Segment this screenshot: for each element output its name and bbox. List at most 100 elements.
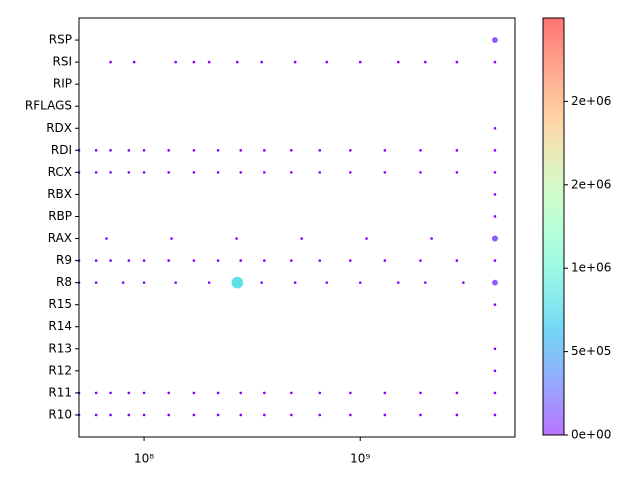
point [455, 60, 459, 64]
colorbar-tick-label: 5e+05 [571, 344, 611, 358]
point [142, 281, 146, 284]
point [235, 237, 238, 240]
point [174, 60, 177, 64]
point [325, 60, 329, 64]
point [383, 413, 387, 417]
point [492, 279, 498, 286]
point [127, 171, 131, 174]
point [493, 193, 497, 196]
point [290, 413, 293, 417]
point [263, 391, 266, 395]
point [455, 149, 459, 152]
point [94, 391, 98, 395]
point [325, 281, 329, 284]
y-tick-label: RBX [47, 187, 72, 201]
point [94, 281, 98, 284]
y-tick-label: R14 [48, 319, 72, 333]
colorbar-tick-label: 1e+06 [571, 261, 611, 275]
point [491, 235, 498, 242]
point [207, 60, 211, 64]
point [455, 413, 459, 417]
point [493, 149, 497, 152]
point [318, 413, 322, 417]
y-tick-label: R10 [48, 407, 72, 421]
point [216, 259, 220, 262]
point [349, 413, 352, 417]
point [127, 149, 131, 152]
y-tick-label: RBP [48, 209, 72, 223]
point [192, 413, 196, 417]
point [192, 171, 196, 174]
point [493, 413, 497, 417]
point [455, 171, 459, 174]
point [423, 281, 427, 284]
point [105, 237, 108, 240]
point [419, 413, 422, 417]
point [263, 171, 266, 174]
point [94, 413, 98, 417]
point [419, 149, 422, 152]
point [127, 391, 131, 395]
point [239, 413, 243, 417]
point [207, 281, 211, 284]
y-tick-label: R15 [48, 297, 72, 311]
y-tick-label: RDI [51, 143, 72, 157]
point [423, 60, 427, 64]
point [239, 149, 243, 152]
point [349, 149, 352, 152]
point [167, 413, 171, 417]
point [493, 60, 497, 64]
y-tick-label: R11 [48, 385, 72, 399]
point [290, 259, 293, 262]
y-tick-label: RIP [53, 77, 72, 91]
point [493, 391, 497, 395]
point [383, 171, 387, 174]
y-tick-label: RAX [48, 231, 72, 245]
point [121, 281, 125, 284]
point [167, 259, 171, 262]
point [94, 171, 98, 174]
point [493, 347, 497, 351]
x-tick-label: 10⁹ [350, 452, 370, 466]
point [293, 60, 297, 64]
point [263, 259, 266, 262]
y-tick-label: R13 [48, 341, 72, 355]
point [109, 171, 112, 174]
colorbar [543, 18, 564, 435]
point [231, 276, 244, 289]
point [396, 281, 400, 284]
y-tick-label: RSP [49, 33, 72, 47]
point [109, 60, 112, 64]
point [290, 391, 293, 395]
y-tick-label: R8 [56, 275, 72, 289]
point [109, 259, 112, 262]
colorbar-tick-label: 2e+06 [571, 177, 611, 191]
point [318, 259, 322, 262]
point [192, 149, 196, 152]
plot-area [77, 37, 498, 417]
point [318, 171, 322, 174]
point [455, 259, 459, 262]
point [349, 171, 352, 174]
point [216, 413, 220, 417]
point [396, 60, 400, 64]
point [293, 281, 297, 284]
point [167, 391, 171, 395]
point [349, 391, 352, 395]
point [455, 391, 459, 395]
point [318, 149, 322, 152]
y-tick-label: RCX [48, 165, 72, 179]
point [290, 149, 293, 152]
point [493, 215, 497, 218]
y-tick-label: RDX [46, 121, 72, 135]
point [142, 259, 146, 262]
point [239, 259, 243, 262]
point [358, 60, 362, 64]
colorbar-tick-label: 2e+06 [571, 94, 611, 108]
point [94, 149, 98, 152]
point [383, 391, 387, 395]
point [462, 281, 465, 284]
point [493, 126, 497, 130]
colorbar-frame [542, 17, 565, 436]
